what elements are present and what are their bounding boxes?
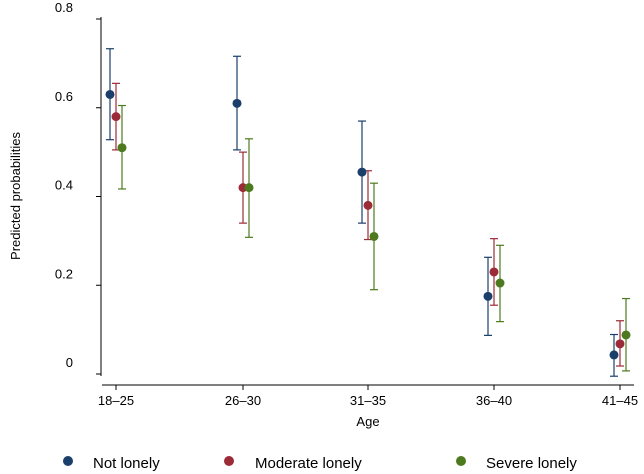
point-not-lonely (609, 350, 619, 360)
x-tick-label: 26–30 (225, 393, 261, 408)
point-severe-lonely (117, 143, 127, 153)
point-severe-lonely (495, 278, 505, 288)
point-severe-lonely (369, 231, 379, 241)
point-not-lonely (357, 167, 367, 177)
y-axis-label: Predicted probabilities (8, 132, 23, 260)
y-tick-label: 0.8 (55, 0, 73, 15)
plot-area (105, 48, 631, 377)
y-tick-label: 0.2 (55, 266, 73, 281)
x-tick-label: 18–25 (98, 393, 134, 408)
point-not-lonely (483, 291, 493, 301)
x-axis: 18–25 26–30 31–35 36–40 41–45 (98, 384, 638, 408)
legend-label-moderate-lonely: Moderate lonely (255, 455, 362, 472)
legend-marker-not-lonely (63, 456, 73, 466)
x-tick-label: 41–45 (602, 393, 638, 408)
legend-label-not-lonely: Not lonely (93, 455, 160, 472)
x-tick-label: 31–35 (350, 393, 386, 408)
legend-marker-severe-lonely (456, 456, 466, 466)
point-moderate-lonely (615, 339, 625, 349)
x-tick-label: 36–40 (476, 393, 512, 408)
point-severe-lonely (244, 183, 254, 193)
point-moderate-lonely (489, 267, 499, 277)
y-tick-label: 0.6 (55, 89, 73, 104)
legend-marker-moderate-lonely (224, 456, 234, 466)
legend-label-severe-lonely: Severe lonely (486, 455, 577, 472)
legend: Not lonely Moderate lonely Severe lonely (63, 455, 577, 472)
y-tick-label: 0 (66, 355, 73, 370)
point-not-lonely (232, 98, 242, 108)
y-axis: 0 0.2 0.4 0.6 0.8 (55, 0, 102, 376)
point-severe-lonely (621, 330, 631, 340)
point-moderate-lonely (363, 200, 373, 210)
y-tick-label: 0.4 (55, 178, 73, 193)
x-axis-label: Age (356, 414, 379, 429)
point-not-lonely (105, 89, 115, 99)
point-moderate-lonely (111, 112, 121, 122)
